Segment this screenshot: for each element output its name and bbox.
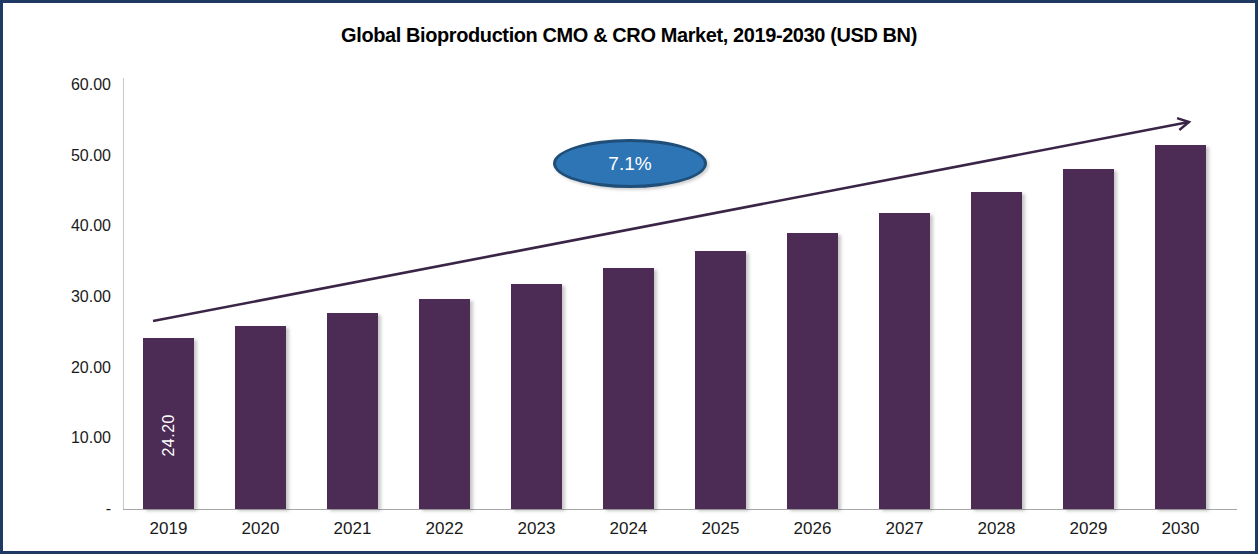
y-tick-label: 10.00 bbox=[39, 428, 111, 448]
bar bbox=[787, 233, 838, 509]
x-category-label: 2023 bbox=[491, 519, 583, 539]
x-category-label: 2027 bbox=[859, 519, 951, 539]
bar bbox=[695, 251, 746, 509]
cagr-badge: 7.1% bbox=[553, 139, 707, 188]
y-tick-label: 30.00 bbox=[39, 287, 111, 307]
bar-data-label: 24.20 bbox=[160, 414, 178, 457]
bar bbox=[419, 299, 470, 509]
bar bbox=[1063, 169, 1114, 509]
y-tick-label: - bbox=[39, 499, 111, 519]
y-tick-label: 50.00 bbox=[39, 146, 111, 166]
x-category-label: 2022 bbox=[399, 519, 491, 539]
bar bbox=[235, 326, 286, 509]
x-category-label: 2029 bbox=[1043, 519, 1135, 539]
x-category-label: 2026 bbox=[767, 519, 859, 539]
y-tick-label: 40.00 bbox=[39, 216, 111, 236]
x-category-label: 2025 bbox=[675, 519, 767, 539]
x-category-label: 2028 bbox=[951, 519, 1043, 539]
bar bbox=[603, 268, 654, 509]
chart-title: Global Bioproduction CMO & CRO Market, 2… bbox=[34, 23, 1223, 47]
y-tick-label: 20.00 bbox=[39, 358, 111, 378]
x-category-label: 2020 bbox=[215, 519, 307, 539]
chart-frame: Global Bioproduction CMO & CRO Market, 2… bbox=[0, 0, 1258, 554]
bar bbox=[1155, 145, 1206, 509]
y-axis-line bbox=[123, 78, 124, 509]
bar bbox=[971, 192, 1022, 509]
cagr-label: 7.1% bbox=[608, 153, 651, 175]
x-category-label: 2019 bbox=[123, 519, 215, 539]
bar bbox=[879, 213, 930, 509]
x-axis-line bbox=[123, 509, 1237, 510]
x-category-label: 2030 bbox=[1135, 519, 1227, 539]
bar: 24.20 bbox=[143, 338, 194, 509]
bar bbox=[511, 284, 562, 509]
x-category-label: 2021 bbox=[307, 519, 399, 539]
y-tick-label: 60.00 bbox=[39, 75, 111, 95]
x-category-label: 2024 bbox=[583, 519, 675, 539]
bar bbox=[327, 313, 378, 509]
